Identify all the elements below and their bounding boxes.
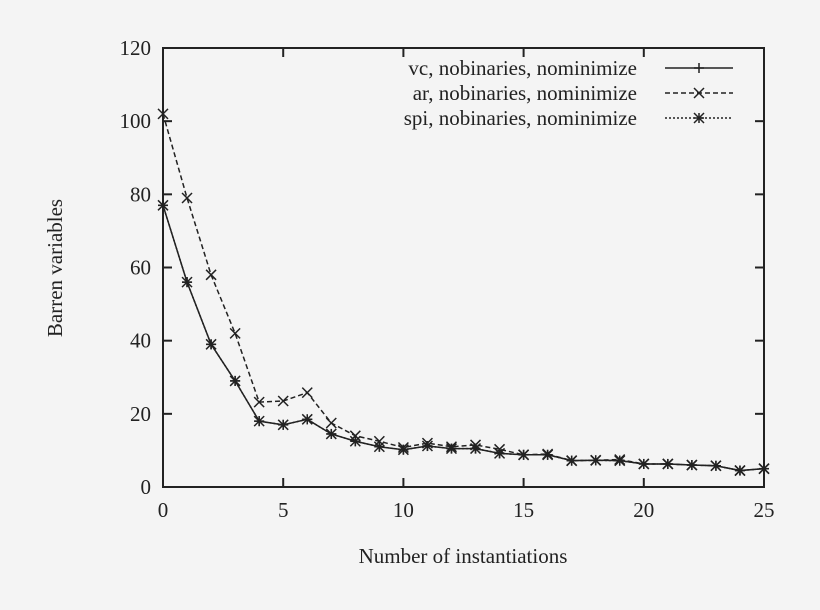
x-tick-label: 10 [393, 498, 414, 522]
y-tick-label: 100 [120, 109, 152, 133]
data-point [325, 417, 337, 429]
y-tick-label: 80 [130, 182, 151, 206]
data-point [253, 396, 265, 408]
y-tick-label: 120 [120, 36, 152, 60]
data-point [590, 454, 602, 466]
data-point [518, 449, 530, 461]
x-tick-label: 15 [513, 498, 534, 522]
legend-marker [694, 63, 704, 73]
data-point [181, 192, 193, 204]
y-axis-label: Barren variables [43, 199, 67, 337]
data-point [614, 455, 626, 467]
legend-marker [693, 87, 705, 99]
data-point [566, 455, 578, 467]
data-point [494, 447, 506, 459]
y-tick-label: 60 [130, 256, 151, 280]
x-tick-label: 25 [754, 498, 775, 522]
data-point [373, 441, 385, 453]
data-point [542, 449, 554, 461]
legend-label: vc, nobinaries, nominimize [408, 56, 637, 80]
data-point [469, 443, 482, 455]
data-point [277, 419, 289, 431]
data-point [421, 440, 433, 452]
data-point [277, 395, 289, 407]
y-tick-label: 40 [130, 329, 151, 353]
y-tick-label: 0 [141, 475, 152, 499]
data-point [157, 108, 169, 120]
data-point [181, 276, 193, 288]
data-point [205, 269, 217, 281]
data-point [253, 415, 265, 427]
y-tick-label: 20 [130, 402, 151, 426]
x-tick-label: 0 [158, 498, 169, 522]
data-point [445, 443, 458, 455]
data-point [229, 375, 241, 387]
data-point [373, 435, 385, 447]
x-axis-label: Number of instantiations [359, 544, 568, 568]
legend-label: spi, nobinaries, nominimize [404, 106, 637, 130]
series-line-1 [162, 113, 765, 472]
data-point [349, 435, 361, 447]
data-point [325, 428, 337, 440]
series-line-0 [162, 205, 765, 472]
data-point [734, 465, 746, 477]
x-tick-label: 5 [278, 498, 289, 522]
data-point [638, 458, 650, 470]
data-point [229, 327, 241, 339]
x-tick-label: 20 [633, 498, 654, 522]
data-point [686, 459, 698, 471]
data-point [349, 430, 361, 442]
legend-marker [693, 112, 705, 124]
data-point [662, 458, 674, 470]
legend-label: ar, nobinaries, nominimize [413, 81, 637, 105]
series-line-2 [162, 205, 765, 472]
data-point [301, 413, 313, 425]
data-point [758, 463, 770, 475]
data-point [157, 199, 169, 211]
data-point [397, 444, 409, 456]
data-point [205, 338, 217, 350]
data-point [710, 460, 722, 472]
data-point [301, 387, 313, 399]
